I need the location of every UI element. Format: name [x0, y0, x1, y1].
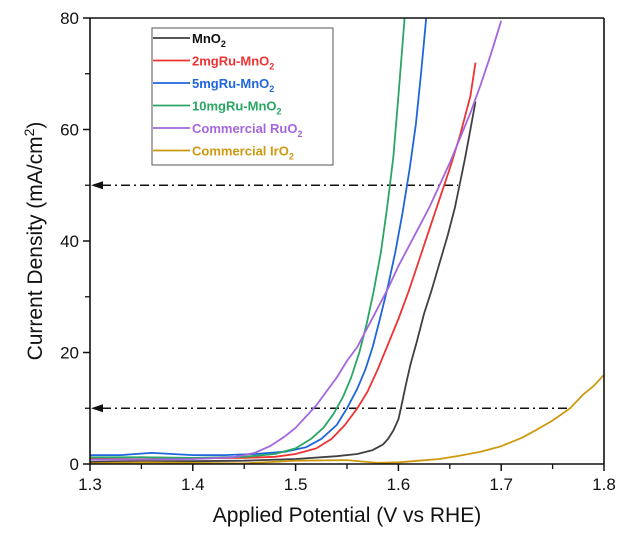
series-line-1 — [90, 62, 477, 460]
legend: MnO2 2mgRu-MnO2 5mgRu-MnO2 10mgRu-MnO2 Comme… — [151, 27, 334, 166]
y-tick-label: 60 — [60, 121, 79, 140]
y-axis-title-main: Current Density (mA/cm — [24, 136, 47, 360]
x-tick-label: 1.6 — [387, 475, 411, 494]
series-line-3 — [90, 18, 406, 459]
series-line-4 — [90, 20, 503, 461]
x-tick-label: 1.8 — [592, 475, 616, 494]
y-tick-label: 40 — [60, 232, 79, 251]
y-axis-title: Current Density (mA/cm2) — [21, 122, 47, 361]
reference-lines — [91, 181, 571, 413]
legend-label: 5mgRu-MnO2 — [192, 76, 274, 94]
arrowhead-icon — [91, 181, 103, 190]
series-line-5 — [90, 374, 604, 464]
ticks: 1.3 1.4 1.5 1.6 1.7 1.8 0 20 40 60 80 — [60, 9, 616, 494]
x-axis-title: Applied Potential (V vs RHE) — [213, 504, 481, 527]
legend-label: 2mgRu-MnO2 — [192, 54, 274, 72]
y-tick-label: 0 — [70, 455, 79, 474]
legend-label: Commercial IrO2 — [192, 144, 294, 162]
series-layer — [90, 18, 604, 464]
x-tick-label: 1.7 — [489, 475, 513, 494]
x-tick-label: 1.5 — [284, 475, 308, 494]
y-axis-title-end: ) — [24, 122, 47, 129]
x-tick-label: 1.3 — [78, 475, 102, 494]
legend-label: Commercial RuO2 — [192, 121, 303, 139]
y-tick-label: 20 — [60, 344, 79, 363]
series-line-2 — [90, 18, 428, 457]
legend-label: 10mgRu-MnO2 — [192, 99, 282, 117]
x-tick-label: 1.4 — [181, 475, 205, 494]
legend-box — [151, 27, 334, 166]
series-line-0 — [90, 101, 477, 463]
y-tick-label: 80 — [60, 9, 79, 28]
y-axis-title-sup: 2 — [21, 128, 37, 136]
legend-label: MnO2 — [192, 31, 226, 49]
arrowhead-icon — [91, 404, 103, 413]
